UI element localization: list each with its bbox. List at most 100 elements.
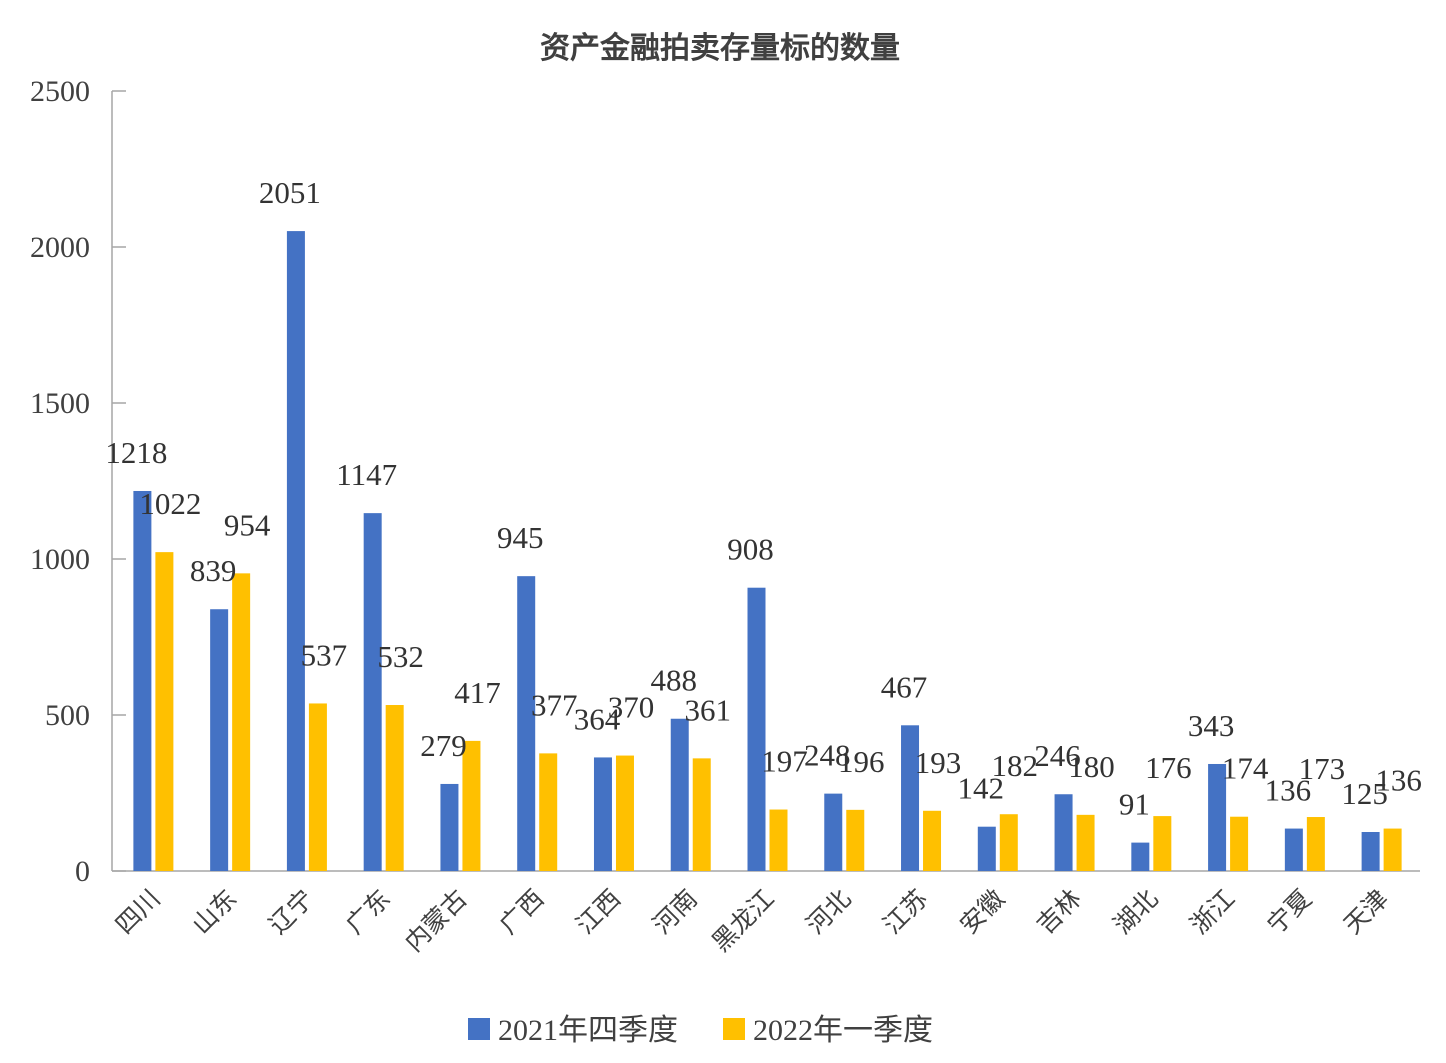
data-label: 173	[1299, 751, 1346, 786]
category-label: 安徽	[954, 884, 1010, 940]
data-label: 142	[958, 771, 1005, 806]
bar	[923, 810, 942, 871]
bar	[1284, 828, 1303, 871]
y-tick-label: 0	[75, 855, 90, 888]
bar	[517, 576, 536, 871]
bar	[286, 231, 305, 871]
chart-title: 资产金融拍卖存量标的数量	[540, 31, 900, 66]
legend-label: 2021年四季度	[498, 1014, 678, 1047]
bar	[440, 783, 459, 871]
bar	[615, 755, 634, 871]
data-label: 136	[1265, 773, 1312, 808]
data-label: 136	[1375, 763, 1422, 798]
data-label: 174	[1222, 751, 1269, 786]
bar	[385, 705, 404, 871]
data-label: 908	[727, 532, 774, 567]
category-label: 四川	[110, 884, 166, 940]
legend: 2021年四季度 2022年一季度	[468, 1014, 933, 1047]
category-label: 江苏	[877, 884, 933, 940]
legend-swatch	[468, 1018, 490, 1040]
data-label: 196	[838, 744, 885, 779]
bar	[1076, 814, 1095, 871]
data-label: 537	[301, 637, 348, 672]
bar	[1153, 816, 1172, 871]
category-label: 河北	[801, 884, 857, 940]
category-label: 广东	[340, 884, 396, 940]
y-tick-label: 1000	[30, 543, 90, 576]
data-label: 193	[915, 745, 962, 780]
data-label: 954	[224, 507, 271, 542]
y-tick-label: 2500	[30, 75, 90, 108]
category-label: 广西	[494, 884, 550, 940]
data-label: 361	[684, 692, 731, 727]
data-label: 370	[608, 690, 655, 725]
data-label: 488	[650, 663, 697, 698]
bar	[210, 609, 229, 871]
data-label: 839	[190, 553, 237, 588]
bar	[1306, 817, 1325, 871]
bar	[232, 573, 251, 871]
category-label: 湖北	[1108, 884, 1164, 940]
data-label: 364	[574, 701, 621, 736]
bar	[846, 809, 865, 871]
bar	[824, 793, 843, 871]
bar	[692, 758, 711, 871]
y-tick-label: 2000	[30, 231, 90, 264]
data-label: 180	[1068, 749, 1115, 784]
bar	[747, 587, 766, 871]
bar	[462, 740, 481, 871]
bar	[670, 718, 689, 871]
bar	[999, 814, 1018, 871]
bar	[539, 753, 558, 871]
bar	[1361, 832, 1380, 871]
data-label: 377	[531, 687, 578, 722]
category-label: 吉林	[1031, 884, 1087, 940]
legend-swatch	[723, 1018, 745, 1040]
category-label: 山东	[187, 884, 243, 940]
bar	[308, 703, 327, 871]
category-label: 河南	[647, 884, 703, 940]
data-label: 945	[497, 520, 544, 555]
bar	[133, 490, 152, 871]
bar	[901, 725, 920, 871]
data-label: 532	[377, 639, 424, 674]
data-label: 125	[1341, 776, 1388, 811]
bar	[1131, 842, 1150, 871]
category-label: 天津	[1338, 884, 1394, 940]
bar	[1230, 816, 1249, 871]
category-label: 浙江	[1184, 884, 1240, 940]
category-label: 黑龙江	[706, 884, 780, 958]
y-tick-label: 1500	[30, 387, 90, 420]
data-label: 1218	[105, 435, 167, 470]
data-label: 91	[1119, 787, 1150, 822]
bar	[155, 552, 174, 871]
category-label: 宁夏	[1261, 884, 1317, 940]
data-label: 1022	[139, 486, 201, 521]
bar	[1383, 828, 1402, 871]
data-label: 467	[881, 669, 928, 704]
bar	[593, 757, 612, 871]
y-tick-label: 500	[45, 699, 90, 732]
data-label: 2051	[259, 175, 321, 210]
bar	[1208, 763, 1227, 871]
bar	[363, 513, 382, 871]
bars	[133, 231, 1402, 871]
data-label: 248	[804, 738, 851, 773]
category-labels: 四川 山东 辽宁 广东 内蒙古 广西 江西 河南 黑龙江 河北 江苏 安徽 吉林 湖北 浙江 宁夏 天津	[110, 884, 1394, 958]
legend-label: 2022年一季度	[753, 1014, 933, 1047]
data-label: 176	[1145, 750, 1192, 785]
axes: 0 500 1000 1500 2000 2500	[30, 75, 1420, 888]
data-label: 182	[992, 748, 1039, 783]
bar	[977, 826, 996, 871]
data-label: 246	[1034, 738, 1081, 773]
bar	[769, 809, 788, 871]
data-label: 197	[761, 744, 808, 779]
data-label: 1147	[336, 457, 397, 492]
data-label: 417	[454, 675, 501, 710]
bar	[1054, 794, 1073, 871]
category-label: 辽宁	[263, 884, 319, 940]
data-labels: 1218 1022 839 954 2051 537 1147 532 279 417 945 377…	[105, 175, 1421, 822]
data-label: 343	[1188, 708, 1235, 743]
category-label: 江西	[570, 884, 626, 940]
